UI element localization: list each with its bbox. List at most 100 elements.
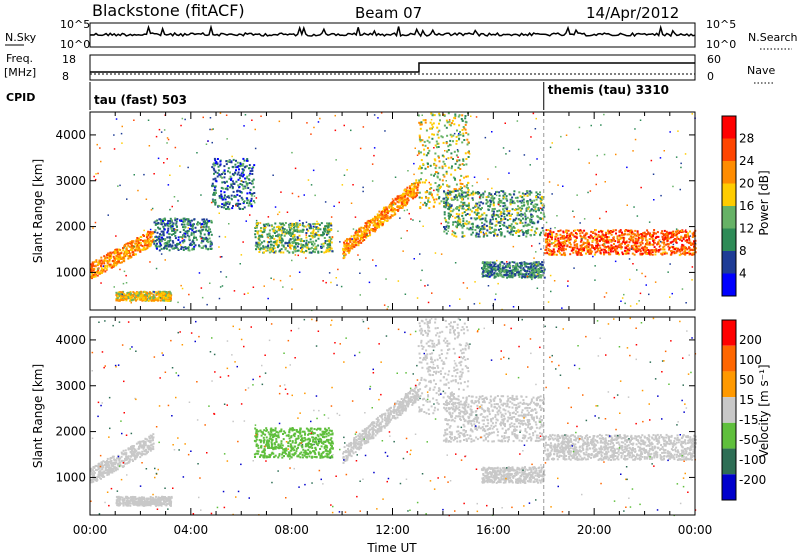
scatter-point bbox=[547, 244, 550, 247]
scatter-point bbox=[296, 236, 299, 239]
scatter-point bbox=[463, 234, 466, 237]
scatter-point bbox=[274, 222, 277, 225]
scatter-point bbox=[169, 294, 172, 297]
scatter-point bbox=[545, 245, 548, 248]
scatter-point bbox=[278, 233, 281, 236]
scatter-point bbox=[533, 206, 536, 208]
scatter-point bbox=[476, 226, 478, 229]
scatter-point bbox=[577, 252, 579, 255]
scatter-point bbox=[279, 251, 282, 254]
scatter-point-isolated bbox=[305, 257, 307, 259]
scatter-point-isolated bbox=[143, 173, 145, 176]
scatter-point bbox=[464, 128, 467, 131]
scatter-point bbox=[442, 173, 445, 176]
scatter-point bbox=[652, 239, 655, 242]
scatter-point bbox=[442, 141, 445, 144]
scatter-point bbox=[109, 263, 112, 266]
scatter-point bbox=[525, 265, 528, 268]
scatter-point bbox=[445, 142, 448, 145]
scatter-point bbox=[96, 274, 99, 277]
scatter-point-isolated bbox=[462, 282, 465, 284]
scatter-point bbox=[491, 270, 493, 273]
scatter-point bbox=[104, 257, 107, 260]
scatter-point-isolated bbox=[337, 268, 339, 271]
scatter-point bbox=[450, 122, 453, 125]
power-scatter bbox=[90, 112, 697, 312]
scatter-point bbox=[92, 274, 95, 277]
scatter-point bbox=[565, 230, 567, 233]
scatter-point bbox=[585, 244, 588, 247]
scatter-point bbox=[489, 264, 492, 267]
scatter-point-isolated bbox=[576, 194, 578, 196]
scatter-point bbox=[188, 238, 191, 241]
scatter-point bbox=[443, 200, 445, 203]
scatter-point bbox=[176, 243, 179, 246]
scatter-point bbox=[693, 247, 696, 250]
scatter-point bbox=[411, 189, 414, 192]
scatter-point bbox=[119, 291, 121, 294]
scatter-point bbox=[280, 241, 283, 244]
scatter-point bbox=[171, 247, 174, 250]
scatter-point bbox=[691, 232, 694, 235]
scatter-point-isolated bbox=[123, 270, 126, 273]
scatter-point bbox=[632, 238, 635, 241]
scatter-point bbox=[283, 228, 286, 231]
scatter-point bbox=[537, 263, 540, 265]
scatter-point-isolated bbox=[478, 196, 481, 198]
scatter-point bbox=[491, 208, 494, 210]
scatter-point bbox=[491, 210, 494, 213]
scatter-point-isolated bbox=[406, 209, 408, 211]
scatter-point bbox=[454, 169, 457, 172]
scatter-point bbox=[445, 199, 448, 202]
scatter-point bbox=[130, 295, 133, 298]
scatter-point bbox=[646, 241, 648, 244]
scatter-point bbox=[597, 248, 600, 251]
scatter-point bbox=[454, 220, 457, 223]
scatter-point bbox=[476, 209, 479, 212]
scatter-point bbox=[539, 191, 541, 194]
scatter-point bbox=[516, 263, 519, 266]
scatter-point bbox=[239, 174, 241, 177]
scatter-point bbox=[293, 226, 295, 229]
scatter-point bbox=[462, 202, 465, 205]
scatter-point bbox=[613, 243, 615, 245]
scatter-point bbox=[671, 240, 674, 243]
scatter-point bbox=[126, 294, 129, 297]
scatter-point bbox=[512, 218, 515, 221]
scatter-point bbox=[244, 177, 247, 180]
scatter-point bbox=[129, 252, 132, 255]
scatter-point bbox=[385, 208, 388, 211]
scatter-point bbox=[628, 249, 631, 252]
scatter-point bbox=[218, 195, 221, 197]
scatter-point bbox=[611, 239, 614, 242]
scatter-point bbox=[466, 227, 469, 230]
scatter-point bbox=[675, 239, 677, 242]
scatter-point bbox=[416, 189, 419, 192]
scatter-point bbox=[637, 245, 640, 248]
scatter-point bbox=[218, 173, 221, 176]
cpid-mode-0: tau (fast) 503 bbox=[94, 93, 187, 107]
scatter-point bbox=[448, 203, 451, 206]
scatter-point bbox=[154, 229, 157, 232]
scatter-point bbox=[644, 236, 647, 239]
scatter-point bbox=[97, 269, 100, 272]
scatter-point bbox=[397, 201, 400, 204]
scatter-point-isolated bbox=[267, 297, 269, 300]
scatter-point bbox=[519, 195, 522, 198]
scatter-point bbox=[455, 140, 458, 142]
scatter-point bbox=[500, 269, 503, 272]
scatter-point bbox=[463, 203, 466, 206]
scatter-point bbox=[254, 227, 257, 229]
scatter-point bbox=[228, 159, 231, 162]
scatter-point bbox=[526, 230, 529, 232]
scatter-point bbox=[524, 265, 527, 268]
scatter-point bbox=[548, 240, 551, 243]
scatter-point bbox=[208, 219, 211, 222]
scatter-point bbox=[552, 253, 555, 256]
scatter-point bbox=[546, 234, 549, 237]
scatter-point bbox=[227, 195, 230, 198]
scatter-point bbox=[263, 248, 266, 251]
scatter-point bbox=[284, 242, 287, 245]
scatter-point bbox=[106, 254, 109, 257]
scatter-point bbox=[583, 247, 586, 250]
